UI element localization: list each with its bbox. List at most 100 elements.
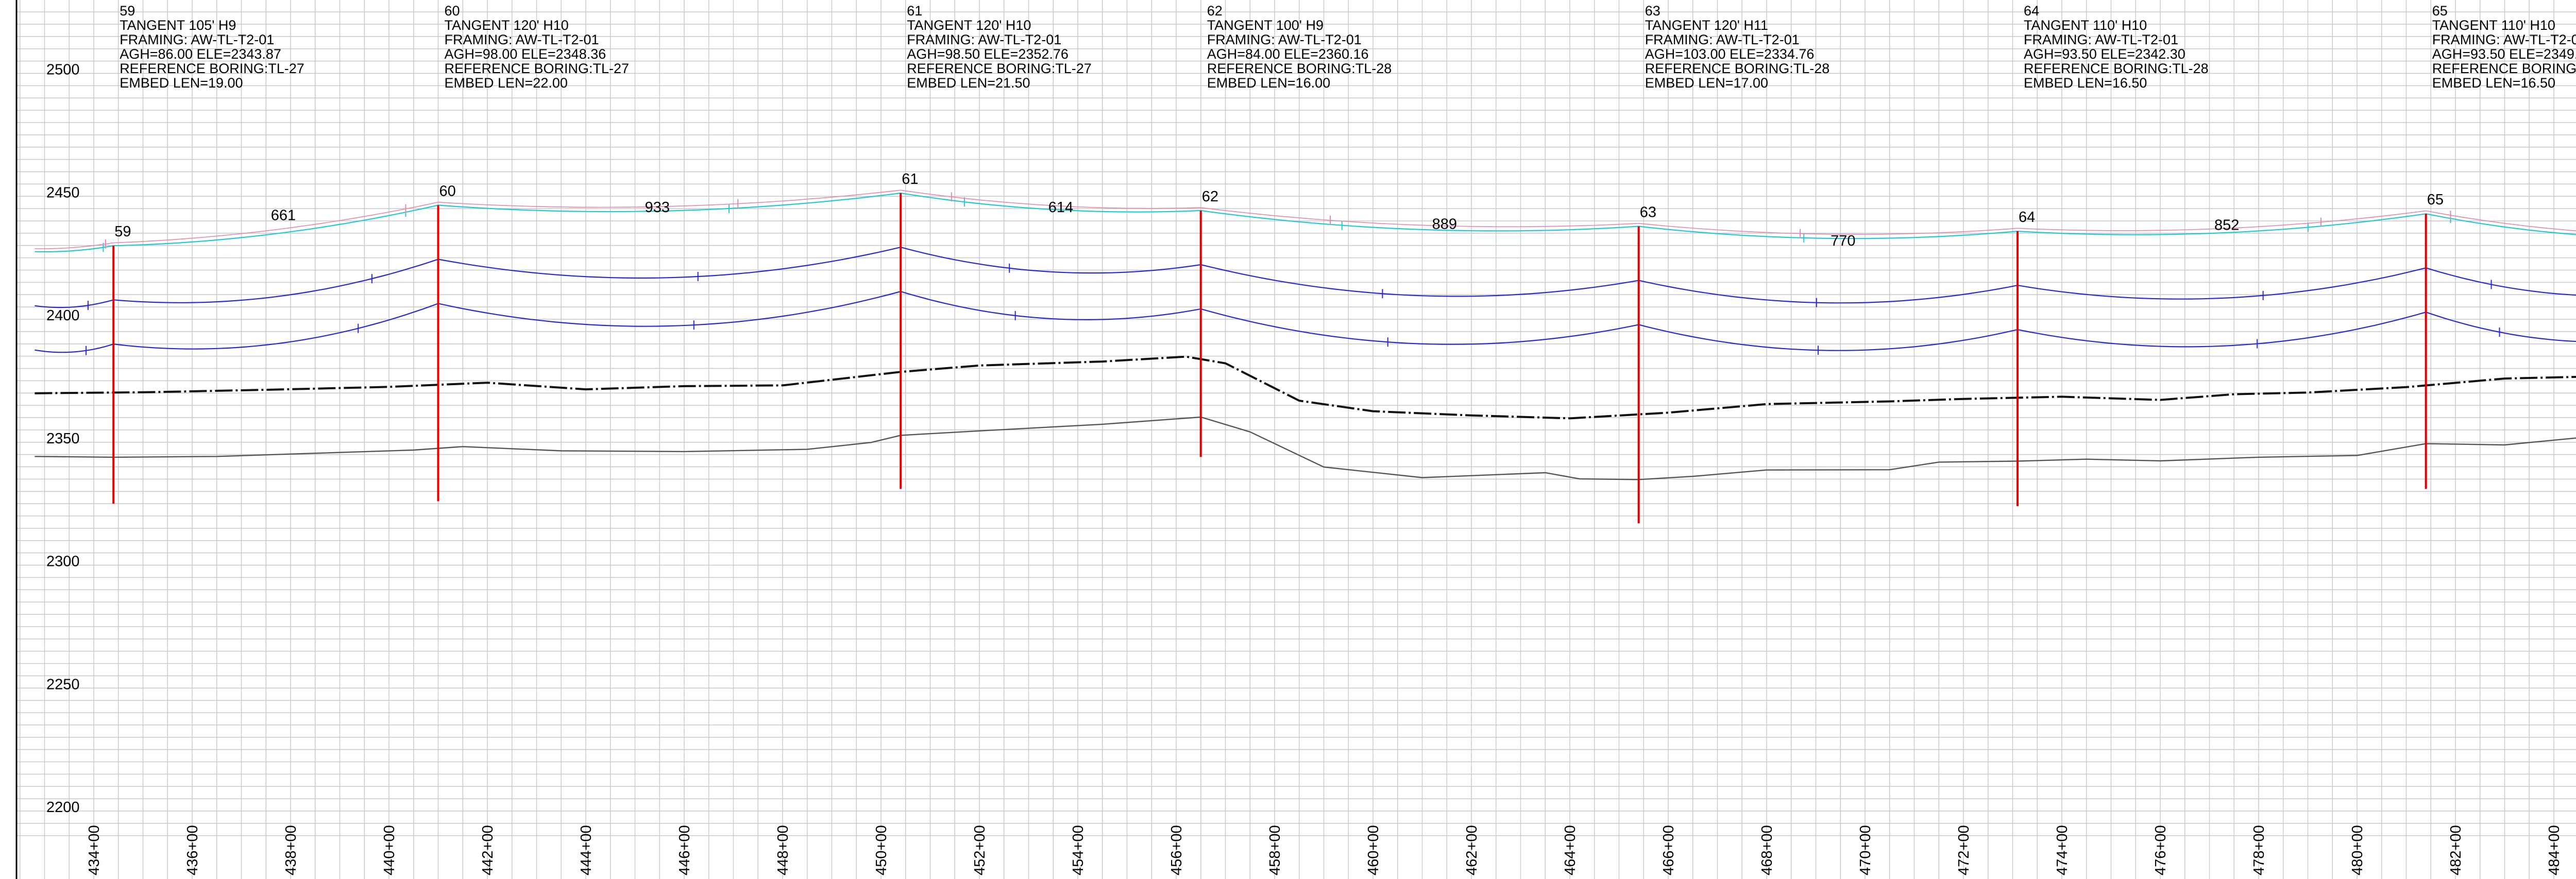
span-label: 933 <box>645 199 670 216</box>
station-axis: 434+00 436+00 438+00 440+00 442+00 444+00 446+… <box>86 825 2563 875</box>
station-label: 482+00 <box>2448 825 2464 875</box>
pole-label: 62 <box>1202 188 1218 205</box>
shield-wire-cold <box>35 242 114 249</box>
structure-note-line: AGH=103.00 ELE=2334.76 <box>1645 46 1815 62</box>
structure-note-line: AGH=86.00 ELE=2343.87 <box>120 46 281 62</box>
structure-note-line: TANGENT 105' H9 <box>120 18 236 33</box>
structure-note-line: AGH=84.00 ELE=2360.16 <box>1207 46 1369 62</box>
structure-note-line: AGH=98.00 ELE=2348.36 <box>445 46 606 62</box>
ground-line-upper <box>35 355 2576 420</box>
structure-note-line: FRAMING: AW-TL-T2-01 <box>2432 32 2576 47</box>
pole-label: 60 <box>439 183 456 199</box>
span-label: 889 <box>1432 216 1457 232</box>
ground-profiles <box>35 355 2576 480</box>
conductor-lower <box>900 290 1201 321</box>
structure-note-line: AGH=93.50 ELE=2349.38 <box>2432 46 2576 62</box>
structure-note-line: 63 <box>1645 3 1660 19</box>
elevation-label: 2350 <box>46 430 80 447</box>
structure-note-64: 64 TANGENT 110' H10 FRAMING: AW-TL-T2-01 AG… <box>2024 3 2209 91</box>
conductor-upper <box>900 247 1201 274</box>
station-label: 434+00 <box>86 825 103 875</box>
elevation-label: 2400 <box>46 307 80 324</box>
station-label: 464+00 <box>1562 825 1579 875</box>
structure-note-62: 62 TANGENT 100' H9 FRAMING: AW-TL-T2-01 AGH… <box>1207 3 1392 91</box>
pole-label: 65 <box>2427 192 2444 208</box>
station-label: 480+00 <box>2349 825 2366 875</box>
structure-note-line: REFERENCE BORING:TL-27 <box>120 61 304 76</box>
structure-note-line: 61 <box>907 3 922 19</box>
conductor-sags <box>35 189 2576 355</box>
station-label: 484+00 <box>2546 825 2563 875</box>
span-label: 852 <box>2214 217 2239 234</box>
structure-note-line: 62 <box>1207 3 1223 19</box>
shield-wire <box>1638 226 2018 239</box>
structure-note-line: AGH=98.50 ELE=2352.76 <box>907 46 1069 62</box>
shield-wire <box>35 245 114 252</box>
conductor-lower <box>35 343 114 353</box>
structure-note-61: 61 TANGENT 120' H10 FRAMING: AW-TL-T2-01 AG… <box>907 3 1092 91</box>
station-label: 454+00 <box>1070 825 1087 875</box>
structure-note-line: REFERENCE BORING:TL-28 <box>2024 61 2209 76</box>
conductor-upper <box>438 247 901 279</box>
structure-note-line: FRAMING: AW-TL-T2-01 <box>907 32 1061 47</box>
structure-note-line: EMBED LEN=17.00 <box>1645 75 1768 91</box>
structure-note-line: 65 <box>2432 3 2448 19</box>
conductor-upper <box>2017 267 2426 300</box>
conductor-upper <box>113 258 438 303</box>
structure-note-line: FRAMING: AW-TL-T2-01 <box>120 32 274 47</box>
station-label: 444+00 <box>578 825 595 875</box>
station-label: 478+00 <box>2251 825 2267 875</box>
station-label: 452+00 <box>972 825 988 875</box>
station-label: 462+00 <box>1464 825 1480 875</box>
station-label: 468+00 <box>1759 825 1775 875</box>
pole-label: 63 <box>1640 204 1656 221</box>
station-label: 450+00 <box>873 825 890 875</box>
station-label: 474+00 <box>2054 825 2071 875</box>
structure-note-line: EMBED LEN=16.50 <box>2024 75 2147 91</box>
structure-note-59: 59 TANGENT 105' H9 FRAMING: AW-TL-T2-01 AGH… <box>120 3 304 91</box>
elevation-axis: 2200 2250 2300 2350 2400 2450 2500 <box>46 62 80 816</box>
station-label: 438+00 <box>283 825 299 875</box>
structure-note-line: FRAMING: AW-TL-T2-01 <box>2024 32 2178 47</box>
structure-note-line: TANGENT 120' H10 <box>907 18 1031 33</box>
structures: 59 60 61 62 63 64 65 <box>112 171 2444 524</box>
span-label: 614 <box>1048 199 1073 216</box>
conductor-lower <box>1200 308 1639 345</box>
station-label: 458+00 <box>1267 825 1283 875</box>
station-label: 476+00 <box>2153 825 2169 875</box>
structure-note-line: TANGENT 110' H10 <box>2432 18 2555 33</box>
shield-wire <box>2018 213 2426 235</box>
shield-wire-cold <box>438 189 901 208</box>
structure-note-line: TANGENT 100' H9 <box>1207 18 1324 33</box>
pole-label: 61 <box>902 171 918 187</box>
grid <box>16 0 2576 879</box>
conductor-lower <box>2017 312 2426 348</box>
span-label: 661 <box>271 208 296 224</box>
structure-note-line: TANGENT 120' H11 <box>1645 18 1768 33</box>
elevation-label: 2300 <box>46 554 80 570</box>
shield-wire <box>438 192 901 213</box>
structure-note-line: TANGENT 120' H10 <box>445 18 569 33</box>
structure-note-line: 60 <box>445 3 460 19</box>
station-label: 440+00 <box>381 825 398 875</box>
structure-note-65: 65 TANGENT 110' H10 FRAMING: AW-TL-T2-01 AG… <box>2432 3 2576 91</box>
structure-note-line: AGH=93.50 ELE=2342.30 <box>2024 46 2185 62</box>
structure-note-line: EMBED LEN=21.50 <box>907 75 1030 91</box>
station-label: 436+00 <box>184 825 201 875</box>
structure-note-line: REFERENCE BORING:TL-27 <box>445 61 630 76</box>
shield-wire-cold <box>113 201 438 244</box>
station-label: 446+00 <box>676 825 693 875</box>
structure-note-line: EMBED LEN=16.00 <box>1207 75 1330 91</box>
shield-wire-cold <box>2426 210 2576 232</box>
conductor-lower <box>2426 312 2576 342</box>
structure-note-line: REFERENCE BORING:TL-28 <box>1207 61 1392 76</box>
station-label: 466+00 <box>1660 825 1677 875</box>
conductor-lower <box>438 290 901 327</box>
shield-wire <box>113 204 438 247</box>
structure-note-line: FRAMING: AW-TL-T2-01 <box>1645 32 1800 47</box>
conductor-upper <box>2426 267 2576 296</box>
elevation-label: 2450 <box>46 184 80 201</box>
shield-wire <box>2426 213 2576 235</box>
span-labels: 661933614889770852713 <box>271 199 2240 249</box>
